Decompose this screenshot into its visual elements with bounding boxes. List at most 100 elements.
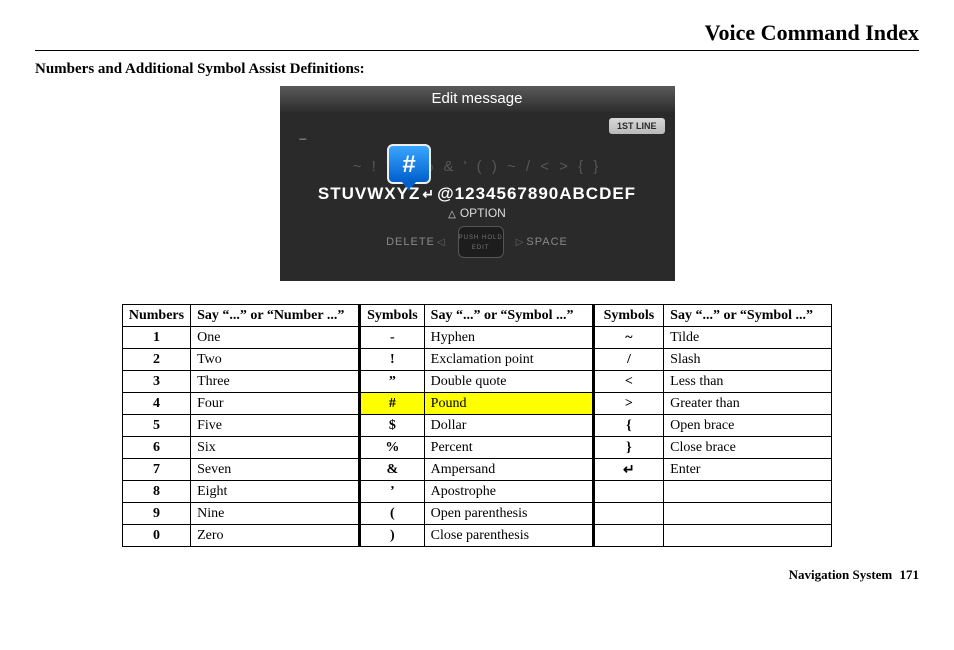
control-row: DELETE◁ PUSH HOLD EDIT ▷SPACE	[280, 226, 675, 258]
table-header-row: Symbols Say “...” or “Symbol ...”	[360, 305, 592, 327]
table-row: -Hyphen	[360, 327, 592, 349]
cell-value: Ampersand	[424, 459, 592, 481]
table-row: >Greater than	[594, 393, 832, 415]
cell-key: 9	[122, 503, 190, 525]
table-row: ~Tilde	[594, 327, 832, 349]
cell-value: Less than	[664, 371, 832, 393]
table-row: ↵Enter	[594, 459, 832, 481]
page-footer: Navigation System 171	[35, 567, 919, 583]
cell-key: ↵	[594, 459, 664, 481]
footer-page-number: 171	[900, 567, 920, 582]
cell-value: Six	[191, 437, 359, 459]
line-indicator-pill: 1ST LINE	[609, 118, 665, 134]
table-row: 2Two	[122, 349, 358, 371]
cell-key: 5	[122, 415, 190, 437]
table-row: 4Four	[122, 393, 358, 415]
cell-value: Eight	[191, 481, 359, 503]
col-header: Symbols	[360, 305, 424, 327]
col-header: Symbols	[594, 305, 664, 327]
cell-key: 4	[122, 393, 190, 415]
screenshot-container: Edit message 1ST LINE _ ~ ! " $ % & ' ( …	[35, 86, 919, 286]
table-row: /Slash	[594, 349, 832, 371]
table-row: 0Zero	[122, 525, 358, 547]
table-row	[594, 481, 832, 503]
cell-key: ’	[360, 481, 424, 503]
cursor-dash: _	[300, 126, 307, 140]
table-row: 8Eight	[122, 481, 358, 503]
cell-empty	[664, 481, 832, 503]
table-row: !Exclamation point	[360, 349, 592, 371]
wheel-right: @1234567890ABCDEF	[437, 184, 636, 203]
table-header-row: Symbols Say “...” or “Symbol ...”	[594, 305, 832, 327]
tables-row: Numbers Say “...” or “Number ...” 1One2T…	[35, 304, 919, 547]
page-title: Voice Command Index	[35, 20, 919, 46]
cell-value: Seven	[191, 459, 359, 481]
cell-key: 7	[122, 459, 190, 481]
table-row: &Ampersand	[360, 459, 592, 481]
space-label: SPACE	[526, 236, 567, 248]
table-row: 9Nine	[122, 503, 358, 525]
cell-value: Slash	[664, 349, 832, 371]
table-row: <Less than	[594, 371, 832, 393]
cell-key: 8	[122, 481, 190, 503]
cell-value: Dollar	[424, 415, 592, 437]
cell-empty	[594, 503, 664, 525]
option-label: OPTION	[460, 206, 506, 220]
wheel-arrow-icon: ↵	[422, 186, 435, 202]
delete-label: DELETE	[386, 236, 435, 248]
cell-value: Close parenthesis	[424, 525, 592, 547]
cell-value: Open brace	[664, 415, 832, 437]
symbols-table-2: Symbols Say “...” or “Symbol ...” ~Tilde…	[593, 304, 833, 547]
triangle-left-icon: ◁	[437, 237, 446, 248]
faint-symbol-row: ~ ! " $ % & ' ( ) ~ / < > { }	[280, 158, 675, 175]
cell-key: 6	[122, 437, 190, 459]
cell-key: >	[594, 393, 664, 415]
table-row: #Pound	[360, 393, 592, 415]
col-header: Say “...” or “Symbol ...”	[424, 305, 592, 327]
cell-key: 1	[122, 327, 190, 349]
table-header-row: Numbers Say “...” or “Number ...”	[122, 305, 358, 327]
cell-value: Two	[191, 349, 359, 371]
cell-value: Five	[191, 415, 359, 437]
col-header: Say “...” or “Number ...”	[191, 305, 359, 327]
cell-value: Close brace	[664, 437, 832, 459]
col-header: Numbers	[122, 305, 190, 327]
cell-empty	[594, 525, 664, 547]
cell-value: Apostrophe	[424, 481, 592, 503]
screenshot-title: Edit message	[280, 86, 675, 112]
cell-key: }	[594, 437, 664, 459]
character-wheel: STUVWXYZ↵#@1234567890ABCDEF	[280, 184, 675, 204]
table-row	[594, 525, 832, 547]
knob-line1: PUSH HOLD	[459, 235, 503, 241]
cell-key: )	[360, 525, 424, 547]
section-heading: Numbers and Additional Symbol Assist Def…	[35, 61, 919, 78]
table-row: ”Double quote	[360, 371, 592, 393]
cell-key: !	[360, 349, 424, 371]
cell-value: Percent	[424, 437, 592, 459]
cell-value: Exclamation point	[424, 349, 592, 371]
cell-key: 2	[122, 349, 190, 371]
table-row: 1One	[122, 327, 358, 349]
cell-value: Enter	[664, 459, 832, 481]
cell-key: %	[360, 437, 424, 459]
col-header: Say “...” or “Symbol ...”	[664, 305, 832, 327]
option-row: △OPTION	[280, 206, 675, 220]
cell-empty	[664, 525, 832, 547]
cell-key: {	[594, 415, 664, 437]
cell-value: Open parenthesis	[424, 503, 592, 525]
table-row: 5Five	[122, 415, 358, 437]
cell-key: (	[360, 503, 424, 525]
knob-line2: EDIT	[472, 245, 490, 251]
wheel-left: STUVWXYZ	[318, 184, 420, 203]
cell-value: Three	[191, 371, 359, 393]
cell-key: <	[594, 371, 664, 393]
cell-value: Hyphen	[424, 327, 592, 349]
cell-key: 3	[122, 371, 190, 393]
cell-value: Nine	[191, 503, 359, 525]
triangle-right-icon: ▷	[516, 237, 525, 248]
cell-value: Tilde	[664, 327, 832, 349]
table-row: }Close brace	[594, 437, 832, 459]
table-row: 7Seven	[122, 459, 358, 481]
center-knob: PUSH HOLD EDIT	[458, 226, 504, 258]
table-row	[594, 503, 832, 525]
